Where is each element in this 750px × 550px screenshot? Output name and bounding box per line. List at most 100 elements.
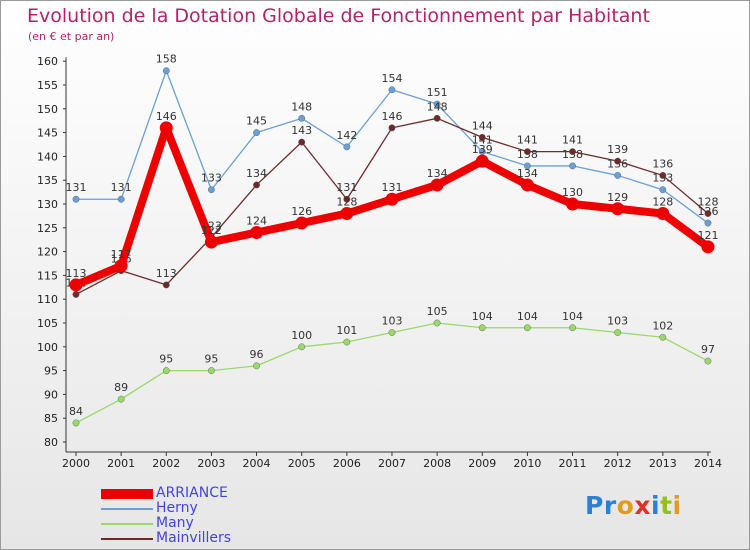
data-point-arriance [340, 207, 354, 221]
data-point-arriance [656, 207, 670, 221]
data-label-mainvillers: 144 [472, 119, 493, 132]
x-tick-label: 2009 [468, 457, 496, 470]
data-label-many: 95 [159, 353, 173, 366]
data-point-herny [72, 195, 80, 203]
y-tick-label: 80 [44, 436, 58, 449]
data-label-mainvillers: 148 [427, 100, 448, 113]
data-point-many [343, 338, 351, 346]
legend-swatch [101, 538, 153, 540]
y-tick-label: 150 [37, 103, 58, 116]
data-label-arriance: 128 [336, 196, 357, 209]
series-line-many [75, 322, 709, 424]
x-tick-label: 2007 [378, 457, 406, 470]
data-point-mainvillers [343, 195, 351, 203]
data-point-herny [298, 114, 306, 122]
data-point-herny [704, 219, 712, 227]
legend-swatch [101, 508, 153, 510]
y-tick-label: 160 [37, 55, 58, 68]
chart-subtitle: (en € et par an) [28, 30, 115, 43]
data-point-mainvillers [659, 172, 667, 179]
y-tick-label: 115 [37, 269, 58, 282]
data-point-herny [117, 195, 125, 203]
data-point-mainvillers [704, 210, 712, 217]
data-point-many [614, 329, 622, 336]
chart-title: Evolution de la Dotation Globale de Fonc… [27, 5, 650, 27]
x-tick-label: 2008 [423, 457, 451, 470]
data-point-arriance [701, 240, 715, 254]
data-point-mainvillers [388, 124, 396, 132]
data-label-arriance: 122 [201, 224, 222, 237]
y-tick-label: 105 [37, 317, 58, 330]
data-label-arriance: 146 [156, 110, 177, 123]
x-tick-label: 2014 [694, 457, 722, 470]
data-label-herny: 148 [291, 100, 312, 113]
y-tick-label: 85 [44, 412, 58, 425]
data-point-many [478, 324, 486, 332]
data-label-mainvillers: 141 [517, 134, 538, 147]
legend-label: Mainvillers [156, 530, 232, 546]
data-point-arriance [114, 259, 128, 273]
data-label-herny: 145 [246, 115, 267, 128]
data-label-mainvillers: 131 [336, 181, 357, 194]
data-label-many: 105 [427, 305, 448, 318]
data-point-many [524, 324, 531, 332]
data-point-mainvillers [433, 114, 441, 122]
data-point-arriance [611, 202, 625, 216]
y-tick-label: 125 [37, 222, 58, 235]
data-label-arriance: 134 [517, 167, 538, 180]
x-tick-label: 2013 [649, 457, 677, 470]
data-point-many [433, 319, 441, 327]
data-label-many: 95 [204, 353, 218, 366]
data-point-many [162, 367, 170, 374]
data-point-mainvillers [253, 181, 260, 189]
y-tick-label: 130 [37, 198, 58, 211]
data-label-many: 103 [381, 315, 402, 328]
data-point-many [298, 343, 306, 351]
data-point-many [704, 357, 712, 365]
y-tick-label: 90 [44, 388, 58, 401]
data-label-many: 102 [652, 319, 673, 332]
data-point-mainvillers [524, 148, 531, 156]
data-label-arriance: 139 [472, 143, 493, 156]
data-point-arriance [204, 235, 218, 249]
data-point-mainvillers [298, 138, 306, 146]
x-tick-label: 2011 [559, 457, 587, 470]
data-point-many [208, 367, 215, 374]
y-tick-label: 110 [37, 293, 58, 306]
proxiti-logo: Proxiti [585, 491, 682, 520]
data-label-mainvillers: 141 [562, 134, 583, 147]
data-point-arriance [69, 278, 83, 292]
data-label-arriance: 134 [427, 167, 448, 180]
x-tick-label: 2012 [604, 457, 632, 470]
x-tick-label: 2004 [243, 457, 271, 470]
data-label-herny: 142 [336, 129, 357, 142]
data-label-arriance: 126 [291, 205, 312, 218]
data-label-herny: 158 [156, 53, 177, 66]
y-tick-label: 140 [37, 150, 58, 163]
data-label-many: 89 [114, 381, 128, 394]
data-point-mainvillers [614, 157, 622, 165]
data-label-mainvillers: 143 [291, 124, 312, 137]
data-label-many: 101 [336, 324, 357, 337]
data-label-many: 104 [517, 310, 538, 323]
data-point-arriance [520, 178, 534, 192]
data-label-arriance: 124 [246, 215, 267, 228]
data-point-arriance [295, 216, 309, 230]
data-label-many: 104 [472, 310, 493, 323]
data-label-arriance: 130 [562, 186, 583, 199]
data-point-herny [659, 186, 667, 194]
data-label-many: 100 [291, 329, 312, 342]
data-label-mainvillers: 136 [652, 157, 673, 170]
data-point-mainvillers [162, 281, 170, 289]
data-point-herny [253, 129, 260, 137]
x-tick-label: 2010 [513, 457, 541, 470]
data-label-arriance: 121 [697, 229, 718, 242]
data-point-herny [388, 86, 396, 94]
data-point-herny [343, 143, 351, 151]
x-tick-label: 2003 [197, 457, 225, 470]
data-point-many [569, 324, 576, 332]
x-tick-label: 2005 [288, 457, 316, 470]
data-label-arriance: 128 [652, 196, 673, 209]
y-tick-label: 100 [37, 341, 58, 354]
